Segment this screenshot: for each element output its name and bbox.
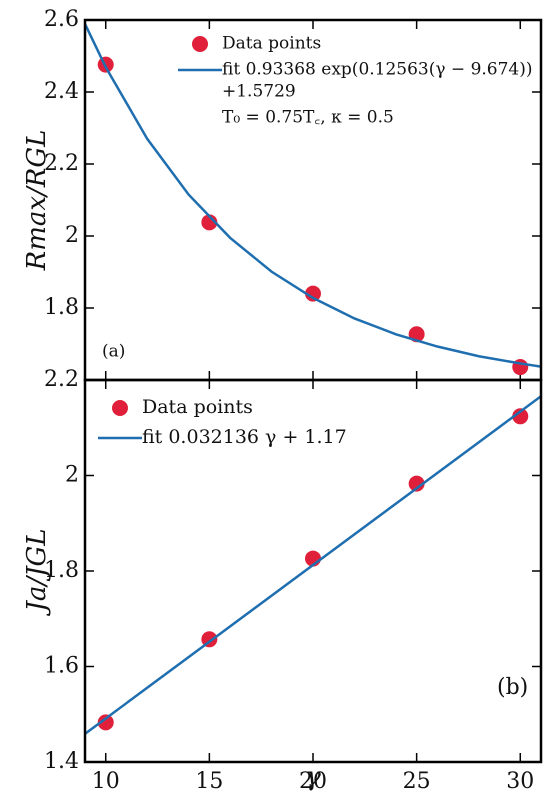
- data-point: [305, 285, 321, 302]
- data-point: [408, 475, 425, 492]
- fit-line: [85, 395, 541, 735]
- legend-label: fit 0.93368 exp(0.12563(γ − 9.674)): [222, 60, 533, 80]
- legend-label: Data points: [222, 34, 321, 54]
- legend-label: Data points: [142, 396, 253, 418]
- legend-marker: [112, 400, 128, 416]
- y-tick-label: 2.2: [44, 367, 79, 392]
- fit-line: [85, 23, 541, 368]
- data-point: [97, 714, 114, 731]
- legend-label: fit 0.032136 γ + 1.17: [142, 426, 347, 448]
- data-point: [201, 214, 218, 231]
- y-axis-label: Rmax/RGL: [22, 130, 52, 272]
- y-tick-label: 1.8: [44, 295, 79, 320]
- x-tick-label: 20: [299, 769, 327, 794]
- y-tick-label: 2.2: [44, 151, 79, 176]
- x-tick-label: 10: [92, 769, 120, 794]
- y-tick-label: 1.6: [44, 654, 79, 679]
- y-axis-label: Ja/JGL: [22, 528, 52, 616]
- x-tick-label: 15: [195, 769, 223, 794]
- x-axis-label: γ: [305, 762, 321, 792]
- annotation: +1.5729: [222, 82, 296, 102]
- y-tick-label: 2: [65, 223, 79, 248]
- plot-frame: [83, 378, 543, 764]
- y-tick-label: 2: [65, 463, 79, 488]
- x-tick-label: 30: [506, 769, 534, 794]
- legend-marker: [192, 36, 208, 52]
- x-tick-label: 25: [403, 769, 431, 794]
- y-tick-label: 2.6: [44, 7, 79, 32]
- y-tick-label: 1.8: [44, 558, 79, 583]
- y-tick-label: 2.4: [44, 79, 79, 104]
- annotation: T₀ = 0.75T꜀, κ = 0.5: [222, 108, 394, 128]
- y-tick-label: 1.4: [44, 749, 79, 774]
- annotation: (a): [102, 342, 125, 362]
- annotation: (b): [497, 675, 528, 700]
- data-point: [512, 408, 529, 425]
